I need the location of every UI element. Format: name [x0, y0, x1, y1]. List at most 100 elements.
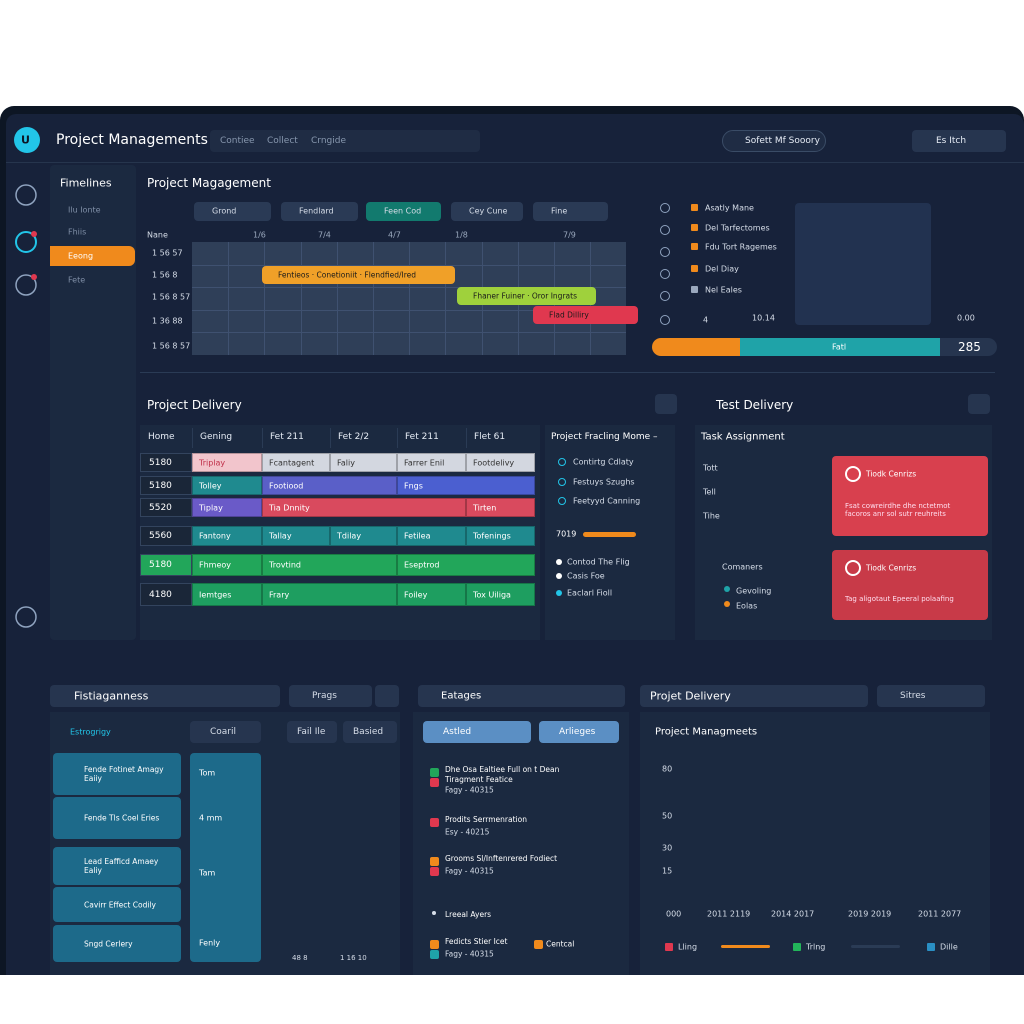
- filter-chip[interactable]: [451, 202, 523, 221]
- cell-text: Tolley: [199, 481, 222, 490]
- task-cell[interactable]: [397, 554, 535, 576]
- badge: [31, 231, 37, 237]
- grid-line: [445, 242, 447, 355]
- task-cell[interactable]: [262, 554, 397, 576]
- legend-label: Asatly Mane: [705, 203, 754, 213]
- task-cell[interactable]: [466, 453, 535, 472]
- button[interactable]: [287, 721, 337, 743]
- stage-icon: [430, 818, 439, 827]
- button-text: Es Itch: [936, 136, 967, 146]
- legend-swatch: [691, 243, 698, 250]
- task-cell[interactable]: [192, 453, 262, 472]
- title-bar: [50, 685, 280, 707]
- task-cell[interactable]: [466, 583, 535, 606]
- nav-icon[interactable]: [15, 231, 37, 253]
- status-dot: [558, 478, 566, 486]
- cell-text: Faliy: [337, 458, 355, 467]
- resource-card[interactable]: [53, 925, 181, 962]
- task-cell[interactable]: [192, 526, 262, 546]
- stage-sub: Esy - 40215: [445, 827, 490, 837]
- task-cell[interactable]: [397, 453, 466, 472]
- grid-line: [264, 242, 266, 355]
- task-cell[interactable]: [397, 526, 466, 546]
- filter-text: Fine: [551, 206, 568, 216]
- task-cell[interactable]: [192, 476, 262, 495]
- nav-icon[interactable]: [15, 274, 37, 296]
- close-button[interactable]: [655, 394, 677, 414]
- legend-label: Dille: [940, 942, 958, 952]
- search[interactable]: [722, 130, 826, 152]
- stage-sub: Fagy - 40315: [445, 785, 494, 795]
- panel-title: Eatages: [441, 690, 482, 702]
- select[interactable]: [190, 721, 261, 743]
- x-tick-label: 2019 2019: [848, 909, 892, 919]
- resource-card[interactable]: [53, 797, 181, 839]
- legend-swatch: [691, 265, 698, 272]
- header-sep: [192, 428, 193, 448]
- task-cell[interactable]: [330, 453, 397, 472]
- panel-title: Project Delivery: [147, 398, 242, 412]
- button[interactable]: [343, 721, 397, 743]
- task-cell[interactable]: [192, 498, 262, 517]
- cell-text: Fhmeoy: [199, 560, 232, 570]
- legend-line: [851, 945, 900, 948]
- task-cell[interactable]: [262, 453, 330, 472]
- task-cell[interactable]: [192, 554, 262, 576]
- filter-chip[interactable]: [194, 202, 271, 221]
- filter-chip[interactable]: [366, 202, 441, 221]
- legend-swatch: [691, 224, 698, 231]
- grid-line: [300, 242, 302, 355]
- filter-text: Grond: [212, 206, 237, 216]
- task-cell[interactable]: [330, 526, 397, 546]
- column-text: 4 mm: [199, 813, 223, 823]
- divider: [6, 162, 1024, 163]
- gantt-bar-label: Flad Dilliry: [549, 310, 589, 320]
- task-cell[interactable]: [466, 498, 535, 517]
- task-cell[interactable]: [262, 526, 330, 546]
- gantt-bar[interactable]: [457, 287, 596, 305]
- active-item[interactable]: [50, 246, 135, 266]
- filter-chip[interactable]: [533, 202, 608, 221]
- filter-chip[interactable]: [281, 202, 358, 221]
- resource-card[interactable]: [53, 753, 181, 795]
- task-cell[interactable]: [262, 498, 466, 517]
- nav-icon[interactable]: [15, 606, 37, 628]
- y-tick-label: 30: [662, 843, 673, 853]
- cell-text: Farrer Enil: [404, 458, 445, 467]
- resource-card[interactable]: [53, 847, 181, 885]
- gantt-bar-label: Fhaner Fuiner · Oror Ingrats: [473, 291, 577, 301]
- cell-text: Tirten: [473, 503, 497, 512]
- gantt-bar[interactable]: [262, 266, 455, 284]
- task-cell[interactable]: [262, 476, 397, 495]
- task-cell[interactable]: [397, 476, 535, 495]
- button[interactable]: [877, 685, 985, 707]
- stage-title: Prodits Serrmenration: [445, 815, 527, 824]
- task-cell[interactable]: [397, 583, 466, 606]
- grid-line: [228, 242, 230, 355]
- task-cell[interactable]: [466, 526, 535, 546]
- badge: [31, 274, 37, 280]
- task-cell[interactable]: [192, 583, 262, 606]
- back-button[interactable]: [968, 394, 990, 414]
- dropdown[interactable]: [375, 685, 399, 707]
- tab[interactable]: [423, 721, 531, 743]
- row-id: 5180: [149, 560, 172, 570]
- button[interactable]: [289, 685, 372, 707]
- grid-line: [336, 242, 338, 355]
- search-text: Sofett Mf Sooory: [745, 136, 820, 146]
- legend-swatch: [691, 286, 698, 293]
- gantt-bar[interactable]: [533, 306, 638, 324]
- progress-value: 285: [958, 340, 981, 354]
- cell-text: Fetilea: [404, 531, 431, 541]
- nav-icon[interactable]: [15, 184, 37, 206]
- tab: Crngide: [311, 136, 346, 146]
- resource-card[interactable]: [53, 887, 181, 922]
- icon: [660, 247, 670, 257]
- x-tick-label: 2014 2017: [771, 909, 815, 919]
- task-cell[interactable]: [262, 583, 397, 606]
- tab[interactable]: [539, 721, 619, 743]
- chart-title: Project Managmeets: [655, 726, 758, 738]
- cell-text: Fantony: [199, 531, 231, 541]
- cell-text: Fngs: [404, 481, 423, 490]
- action-button[interactable]: [912, 130, 1006, 152]
